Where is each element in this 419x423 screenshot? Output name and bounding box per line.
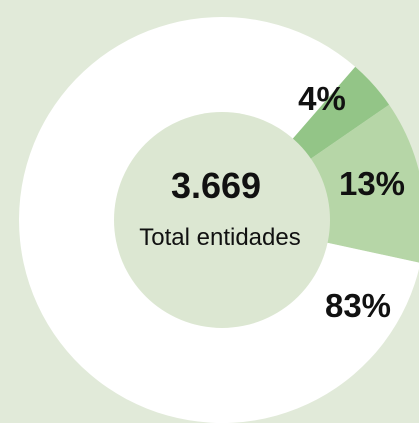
donut-hole bbox=[114, 112, 330, 328]
slice-label-2: 13% bbox=[339, 165, 405, 202]
slice-labels: 4% 13% 83% bbox=[298, 80, 405, 324]
slice-label-3: 83% bbox=[325, 287, 391, 324]
center-total-label: Total entidades bbox=[139, 224, 300, 251]
center-total-value: 3.669 bbox=[171, 165, 261, 206]
slice-label-1: 4% bbox=[298, 80, 346, 117]
